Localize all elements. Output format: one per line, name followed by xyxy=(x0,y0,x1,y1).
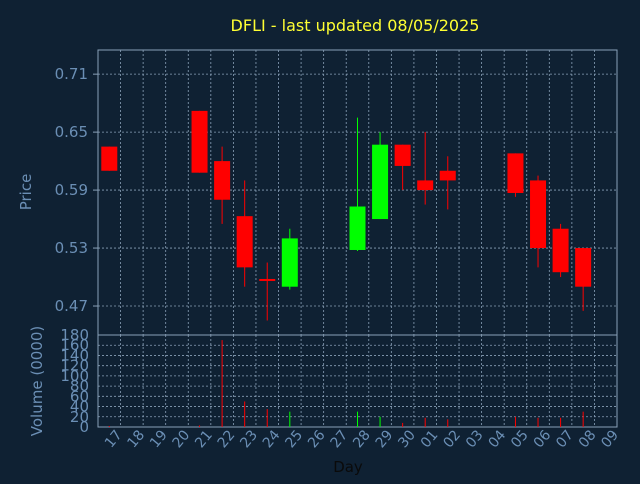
price-tick-label: 0.47 xyxy=(55,297,88,315)
x-tick-label: 27 xyxy=(328,427,352,451)
x-tick-label: 17 xyxy=(102,427,126,451)
x-tick-label: 06 xyxy=(531,427,555,451)
price-axis-label: Price xyxy=(17,174,35,211)
x-tick-label: 02 xyxy=(440,427,464,451)
volume-tick-label: 60 xyxy=(70,387,89,405)
candle-body xyxy=(530,180,547,249)
x-tick-label: 08 xyxy=(576,427,600,451)
candle-body xyxy=(507,153,524,193)
volume-tick-label: 120 xyxy=(60,357,89,375)
price-tick-label: 0.65 xyxy=(55,123,88,141)
x-tick-label: 21 xyxy=(192,427,216,451)
candle-body xyxy=(552,228,569,273)
candle-body xyxy=(372,144,389,220)
volume-tick-label: 100 xyxy=(60,367,89,385)
candle-body xyxy=(417,180,434,191)
volume-tick-label: 180 xyxy=(60,326,89,344)
candle-body xyxy=(281,238,298,287)
x-tick-label: 09 xyxy=(598,427,622,451)
candle-body xyxy=(349,206,366,250)
x-tick-label: 04 xyxy=(486,427,510,451)
x-tick-label: 05 xyxy=(508,427,532,451)
volume-tick-label: 140 xyxy=(60,346,89,364)
volume-tick-label: 20 xyxy=(70,408,89,426)
volume-axis-label: Volume (0000) xyxy=(28,326,46,436)
x-tick-label: 26 xyxy=(305,427,329,451)
candle-body xyxy=(394,144,411,166)
x-tick-label: 07 xyxy=(553,427,577,451)
x-axis-label: Day xyxy=(333,458,363,476)
x-tick-label: 28 xyxy=(350,427,374,451)
volume-tick-label: 0 xyxy=(79,418,89,436)
candle-body xyxy=(259,278,276,281)
x-tick-label: 18 xyxy=(124,427,148,451)
x-tick-label: 01 xyxy=(418,427,442,451)
x-tick-label: 24 xyxy=(260,427,284,451)
x-tick-label: 22 xyxy=(215,427,239,451)
candle-body xyxy=(575,248,592,287)
x-tick-label: 19 xyxy=(147,427,171,451)
x-tick-label: 25 xyxy=(282,427,306,451)
x-tick-label: 20 xyxy=(170,427,194,451)
candle-body xyxy=(101,146,118,171)
candle-body xyxy=(191,110,208,173)
x-tick-label: 29 xyxy=(373,427,397,451)
candle-body xyxy=(214,161,231,200)
candle-body xyxy=(236,216,253,268)
x-tick-label: 23 xyxy=(237,427,261,451)
volume-tick-label: 160 xyxy=(60,336,89,354)
volume-tick-label: 80 xyxy=(70,377,89,395)
price-tick-label: 0.53 xyxy=(55,239,88,257)
chart-title: DFLI - last updated 08/05/2025 xyxy=(231,16,480,35)
volume-tick-label: 40 xyxy=(70,398,89,416)
price-panel: 0.71 0.65 0.59 0.53 0.47 xyxy=(55,49,618,336)
candle-body xyxy=(439,170,456,181)
price-tick-label: 0.71 xyxy=(55,65,88,83)
x-tick-label: 30 xyxy=(395,427,419,451)
x-axis-ticks: 1718192021222324252627282930010203040506… xyxy=(102,427,622,451)
x-tick-label: 03 xyxy=(463,427,487,451)
price-tick-label: 0.59 xyxy=(55,181,88,199)
